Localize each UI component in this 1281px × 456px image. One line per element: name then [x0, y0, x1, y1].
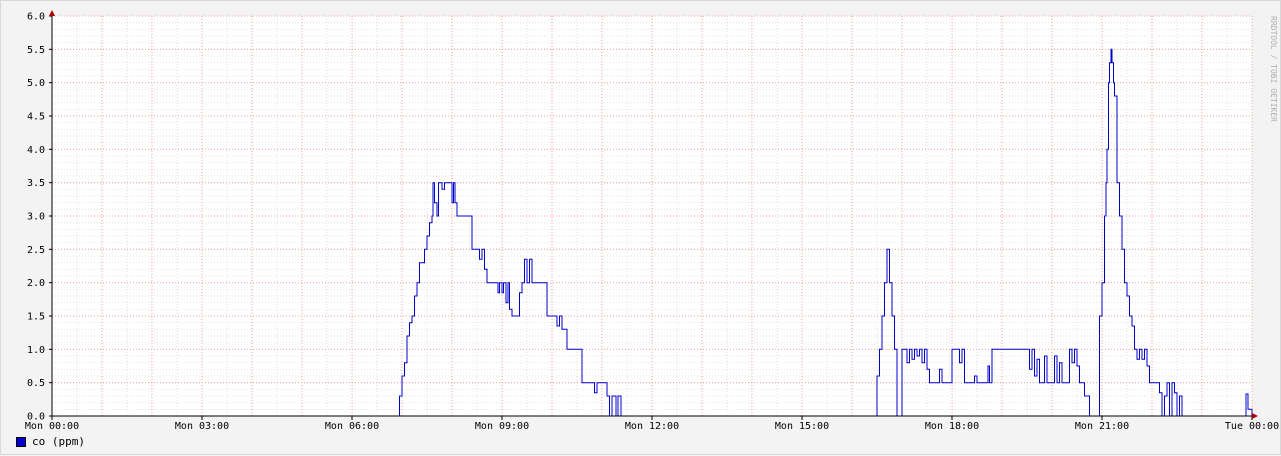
y-tick-label: 1.0: [27, 345, 45, 356]
x-tick-label: Mon 06:00: [325, 421, 379, 432]
watermark: RRDTOOL / TOBI OETIKER: [1269, 16, 1278, 122]
series-group: [52, 48, 1253, 417]
x-tick-label: Mon 03:00: [175, 421, 229, 432]
x-tick-label: Mon 12:00: [625, 421, 679, 432]
series-line-co: [52, 48, 1253, 417]
y-tick-label: 5.5: [27, 45, 45, 56]
y-tick-label: 5.0: [27, 78, 45, 89]
y-tick-label: 4.0: [27, 145, 45, 156]
x-tick-label: Mon 18:00: [925, 421, 979, 432]
y-tick-label: 6.0: [27, 12, 45, 23]
x-tick-label: Mon 21:00: [1075, 421, 1129, 432]
x-tick-label: Mon 15:00: [775, 421, 829, 432]
y-tick-label: 0.0: [27, 412, 45, 423]
y-tick-label: 2.5: [27, 245, 45, 256]
grid: [51, 15, 1253, 417]
legend-label: co (ppm): [32, 435, 85, 448]
y-tick-label: 2.0: [27, 278, 45, 289]
x-axis-ticks: Mon 00:00 Mon 03:00 Mon 06:00 Mon 09:00 Mon …: [25, 416, 1279, 432]
legend: co (ppm): [16, 435, 85, 448]
y-axis-ticks: 0.0 0.5 1.0 1.5 2.0 2.5 3.0 3.5 4.0 4.5 5.0 5.5 6.0: [27, 12, 52, 423]
y-tick-label: 4.5: [27, 112, 45, 123]
x-tick-label: Tue 00:00: [1225, 421, 1279, 432]
x-axis-arrow: [1252, 413, 1258, 419]
x-tick-label: Mon 00:00: [25, 421, 79, 432]
x-tick-label: Mon 09:00: [475, 421, 529, 432]
y-tick-label: 3.0: [27, 212, 45, 223]
legend-swatch: [16, 436, 26, 447]
y-tick-label: 1.5: [27, 312, 45, 323]
y-tick-label: 3.5: [27, 178, 45, 189]
y-axis-arrow: [49, 10, 55, 16]
y-tick-label: 0.5: [27, 378, 45, 389]
